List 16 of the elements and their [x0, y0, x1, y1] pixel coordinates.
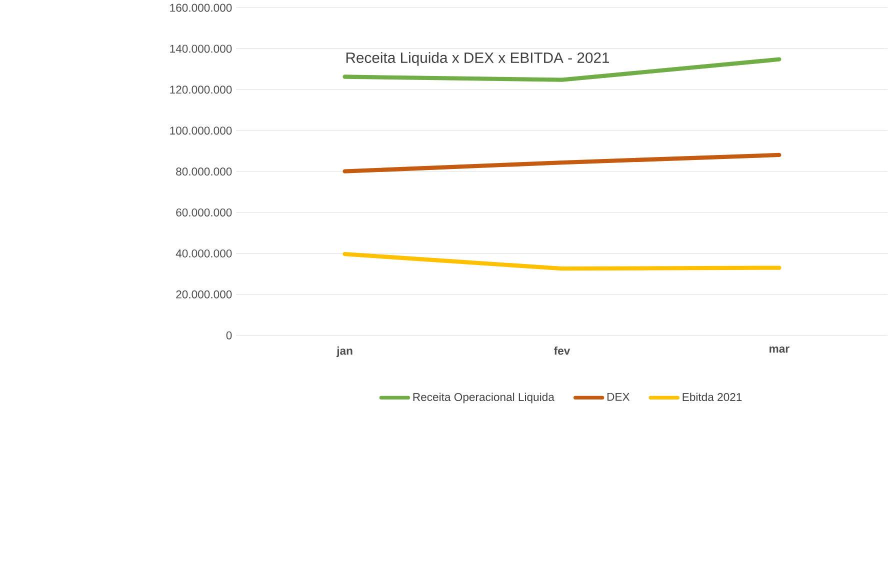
y-tick-label: 100.000.000 [170, 126, 232, 135]
y-tick-label: 60.000.000 [176, 208, 232, 217]
x-tick-label: mar [770, 346, 790, 353]
y-tick-label: 0 [226, 332, 232, 340]
y-tick-label: 20.000.000 [176, 290, 232, 299]
y-tick-label: 80.000.000 [176, 168, 232, 176]
legend-label: Ebitda 2021 [682, 392, 742, 402]
x-tick-label: jan [336, 346, 352, 358]
y-tick-label: 140.000.000 [170, 44, 232, 53]
x-tick-label: fev [554, 346, 570, 355]
y-tick-label: 40.000.000 [176, 250, 232, 258]
legend-label: DEX [607, 393, 630, 401]
text: Receita Liquida x DEX x EBITDA - 2021 [346, 52, 610, 66]
y-tick-label: 160.000.000 [170, 4, 232, 12]
legend-label: Receita Operacional Liquida [413, 392, 554, 404]
y-tick-label: 120.000.000 [170, 86, 232, 94]
